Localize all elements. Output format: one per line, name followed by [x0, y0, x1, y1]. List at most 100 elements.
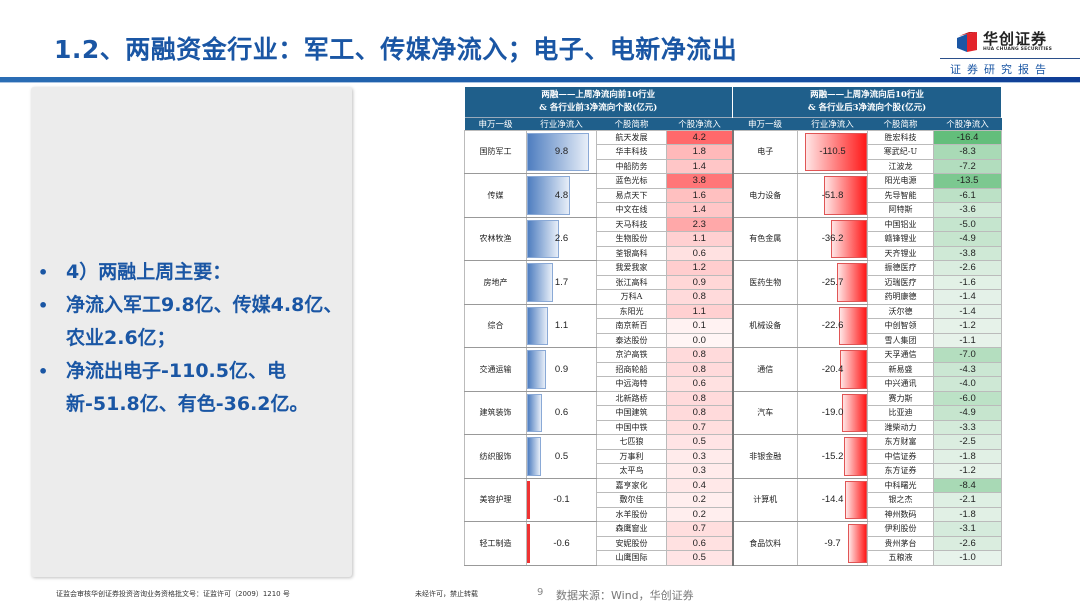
top-industry-name: 农林牧渔	[464, 216, 527, 261]
top-stock-name: 中国建筑	[596, 405, 667, 421]
col-header-stock-flow: 个股净流入	[666, 116, 733, 130]
bottom-industry-flow-value: -20.4	[821, 363, 844, 375]
top-stock-name: 中国中铁	[596, 419, 667, 435]
bottom-stock-flow: -7.2	[933, 158, 1003, 174]
bottom-stock-flow: -4.9	[933, 405, 1003, 421]
top-industry-name: 美容护理	[464, 477, 527, 522]
top-industry-flow-value: 9.8	[554, 146, 569, 158]
col-header-stock-flow: 个股净流入	[933, 116, 1002, 130]
table-row: 万事利 0.3 中信证券 -1.8	[465, 448, 1003, 464]
top-stock-flow: 4.2	[665, 129, 734, 145]
top-stock-flow: 0.7	[665, 521, 734, 537]
top-stock-flow: 0.9	[665, 274, 734, 290]
bottom-stock-name: 沃尔德	[867, 303, 935, 319]
top-stock-flow: 1.4	[665, 158, 734, 174]
flow-bar	[844, 437, 868, 476]
bullet-dot-icon: •	[38, 296, 49, 315]
top-stock-name: 蓝色光标	[596, 173, 667, 189]
top-stock-flow: 0.6	[665, 376, 734, 392]
top-industry-name: 传媒	[464, 173, 527, 218]
top-industry-name: 纺织服饰	[464, 434, 527, 479]
table-row: 生物股份 1.1 赣锋锂业 -4.9	[465, 231, 1003, 247]
table-row: 张江高科 0.9 迈瑞医疗 -1.6	[465, 274, 1003, 290]
bottom-industry-name: 医药生物	[732, 260, 799, 305]
title-divider	[0, 77, 1080, 83]
top-stock-name: 张江高科	[596, 274, 667, 290]
bottom-stock-flow: -1.1	[933, 332, 1003, 348]
bottom-industry-flow-value: -19.0	[821, 407, 844, 419]
left-table-title: 两融——上周净流向前10行业 & 各行业前3净流向个股(亿元)	[464, 87, 734, 117]
top-industry-flow-value: 4.8	[554, 189, 569, 201]
top-industry-flow-value: 0.9	[554, 363, 569, 375]
bottom-industry-flow-value: -36.2	[821, 233, 844, 245]
bottom-stock-name: 潍柴动力	[867, 419, 935, 435]
top-stock-flow: 0.5	[665, 434, 734, 450]
top-stock-name: 水羊股份	[596, 506, 667, 522]
top-stock-name: 万科A	[596, 289, 667, 305]
flow-bar	[841, 393, 868, 432]
flow-bar	[838, 306, 868, 345]
bottom-industry-flow: -22.6	[797, 303, 869, 348]
top-stock-name: 南京新百	[596, 318, 667, 334]
bullet-text: 净流入军工9.8亿、传媒4.8亿、农业2.6亿；	[66, 294, 343, 349]
bottom-stock-flow: -1.4	[933, 303, 1003, 319]
logo-divider	[940, 58, 1080, 59]
bullet-item: • 净流出电子-110.5亿、电新-51.8亿、有色-36.2亿。	[38, 355, 358, 421]
table-row: 建筑装饰 0.6 北新路桥 0.8 汽车 -19.0 赛力斯 -6.0	[464, 390, 1003, 435]
right-table-title: 两融——上周净流向后10行业 & 各行业后3净流向个股(亿元)	[732, 87, 1003, 117]
flow-bar	[837, 263, 868, 302]
top-stock-name: 敷尔佳	[596, 492, 667, 508]
top-stock-flow: 0.1	[665, 318, 734, 334]
table-row: 华丰科技 1.8 寒武纪-U -8.3	[465, 144, 1003, 160]
top-industry-flow-value: -0.6	[553, 537, 570, 549]
flow-bar	[848, 524, 868, 563]
report-label: 证券研究报告	[950, 63, 1052, 76]
table-row: 轻工制造 -0.6 森鹰窗业 0.7 食品饮料 -9.7 伊利股份 -3.1	[464, 521, 1003, 566]
bottom-stock-name: 比亚迪	[867, 405, 935, 421]
flow-bar	[527, 263, 553, 302]
top-stock-flow: 3.8	[665, 173, 734, 189]
bottom-industry-name: 电子	[732, 129, 799, 174]
bottom-stock-flow: -2.6	[933, 535, 1003, 551]
top-stock-flow: 0.8	[665, 405, 734, 421]
flow-bar	[527, 176, 571, 215]
table-row: 中国建筑 0.8 比亚迪 -4.9	[465, 405, 1003, 421]
bottom-stock-name: 贵州茅台	[867, 535, 935, 551]
top-stock-name: 中远海特	[596, 376, 667, 392]
flow-bar	[527, 219, 559, 258]
table-row: 纺织服饰 0.5 七匹狼 0.5 非银金融 -15.2 东方财富 -2.5	[464, 434, 1003, 479]
bottom-stock-flow: -1.6	[933, 274, 1003, 290]
top-stock-name: 东阳光	[596, 303, 667, 319]
flow-bar	[844, 480, 868, 519]
bottom-stock-name: 天孚通信	[867, 347, 935, 363]
top-stock-name: 森鹰窗业	[596, 521, 667, 537]
bottom-stock-name: 伊利股份	[867, 521, 935, 537]
footer-notice: 未经许可，禁止转载	[415, 590, 478, 598]
top-stock-name: 中文在线	[596, 202, 667, 218]
left-title-line2: & 各行业前3净流向个股(亿元)	[539, 102, 658, 113]
table-row: 农林牧渔 2.6 天马科技 2.3 有色金属 -36.2 中国铝业 -5.0	[464, 216, 1003, 261]
top-stock-flow: 0.8	[665, 361, 734, 377]
bullet-text: 净流出电子-110.5亿、电新-51.8亿、有色-36.2亿。	[66, 360, 309, 415]
bottom-stock-name: 江波龙	[867, 158, 935, 174]
flow-bar	[840, 350, 868, 389]
top-industry-name: 房地产	[464, 260, 527, 305]
top-stock-name: 北新路桥	[596, 390, 667, 406]
top-stock-flow: 0.4	[665, 477, 734, 493]
table-row: 交通运输 0.9 京沪高铁 0.8 通信 -20.4 天孚通信 -7.0	[464, 347, 1003, 392]
right-title-line1: 两融——上周净流向后10行业	[810, 89, 924, 100]
bottom-stock-name: 银之杰	[867, 492, 935, 508]
bottom-stock-flow: -2.6	[933, 260, 1003, 276]
bottom-industry-flow: -19.0	[797, 390, 869, 435]
bottom-stock-name: 中科曙光	[867, 477, 935, 493]
margin-flow-table: 两融——上周净流向前10行业 & 各行业前3净流向个股(亿元) 两融——上周净流…	[464, 87, 1003, 566]
bottom-stock-name: 五粮液	[867, 550, 935, 566]
top-stock-name: 七匹狼	[596, 434, 667, 450]
bottom-stock-flow: -3.1	[933, 521, 1003, 537]
top-stock-name: 嘉亨家化	[596, 477, 667, 493]
bottom-industry-flow: -14.4	[797, 477, 869, 522]
bottom-stock-name: 阳光电源	[867, 173, 935, 189]
bottom-stock-name: 中信证券	[867, 448, 935, 464]
flow-bar	[824, 176, 868, 215]
table-row: 美容护理 -0.1 嘉亨家化 0.4 计算机 -14.4 中科曙光 -8.4	[464, 477, 1003, 522]
